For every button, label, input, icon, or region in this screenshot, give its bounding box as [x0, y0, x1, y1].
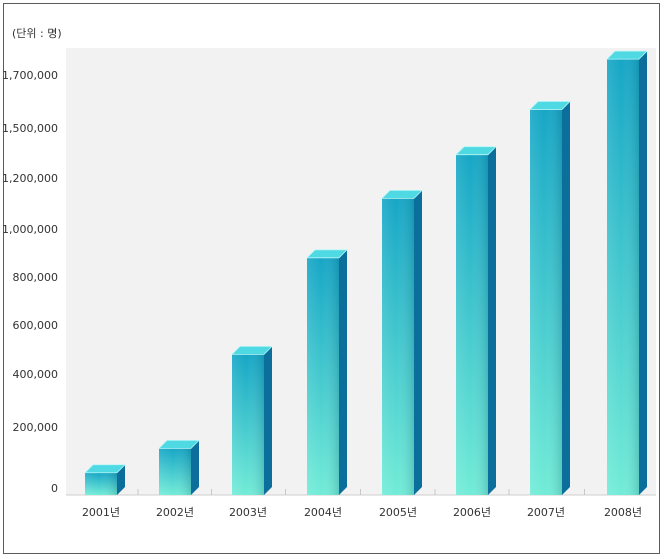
bar-side	[339, 249, 347, 495]
bar-side	[562, 101, 570, 495]
y-tick-label: 800,000	[13, 271, 59, 284]
y-tick-label: 600,000	[13, 319, 59, 332]
bar-2004년	[306, 249, 348, 495]
bar-shade	[530, 109, 562, 495]
bar-2002년	[158, 439, 200, 495]
x-tick-label: 2008년	[604, 506, 642, 519]
x-tick-label: 2003년	[229, 506, 267, 519]
bar-side	[264, 346, 272, 495]
x-tick-label: 2001년	[82, 506, 120, 519]
y-tick-label: 400,000	[13, 368, 59, 381]
x-tick-label: 2002년	[156, 506, 194, 519]
bar-2001년	[84, 464, 126, 495]
x-tick-label: 2006년	[453, 506, 491, 519]
bar-top	[306, 249, 348, 259]
bar-side	[639, 51, 647, 495]
bar-shade	[607, 59, 639, 495]
y-tick-label: 200,000	[13, 421, 59, 434]
bar-top	[84, 464, 126, 474]
bar-shade	[382, 198, 414, 495]
bar-shade	[232, 354, 264, 495]
bar-2007년	[529, 101, 571, 495]
bar-top	[158, 439, 200, 449]
bar-shade	[85, 472, 117, 495]
bar-2006년	[455, 146, 497, 495]
bar-shade	[159, 448, 191, 495]
bar-shade	[307, 257, 339, 495]
y-tick-label: 1,200,000	[2, 172, 58, 185]
bar-2008년	[606, 50, 648, 495]
bar-top	[529, 101, 571, 110]
bar-top	[455, 146, 497, 156]
y-tick-label: 0	[51, 482, 58, 495]
bar-shade	[456, 154, 488, 495]
bar-side	[191, 440, 199, 495]
x-tick-label: 2007년	[527, 506, 565, 519]
x-tick-label: 2005년	[379, 506, 417, 519]
bar-top	[231, 345, 273, 355]
bar-2003년	[231, 345, 273, 495]
bar-top	[606, 50, 648, 60]
y-tick-label: 1,500,000	[2, 122, 58, 135]
bar-2005년	[381, 189, 423, 495]
bar-side	[117, 464, 125, 495]
y-axis: 0 200,000 400,000 600,000 800,000 1,000,000 1,…	[2, 69, 58, 495]
bar-top	[381, 189, 423, 199]
x-tick-label: 2004년	[304, 506, 342, 519]
unit-label: (단위 : 명)	[12, 27, 62, 40]
y-tick-label: 1,000,000	[2, 223, 58, 236]
bar-side	[414, 190, 422, 495]
bars-group	[84, 50, 648, 495]
y-tick-label: 1,700,000	[2, 69, 58, 82]
bar-side	[488, 146, 496, 495]
x-tick-labels: 2001년 2002년 2003년 2004년 2005년 2006년 2007년 2008년	[82, 506, 642, 519]
